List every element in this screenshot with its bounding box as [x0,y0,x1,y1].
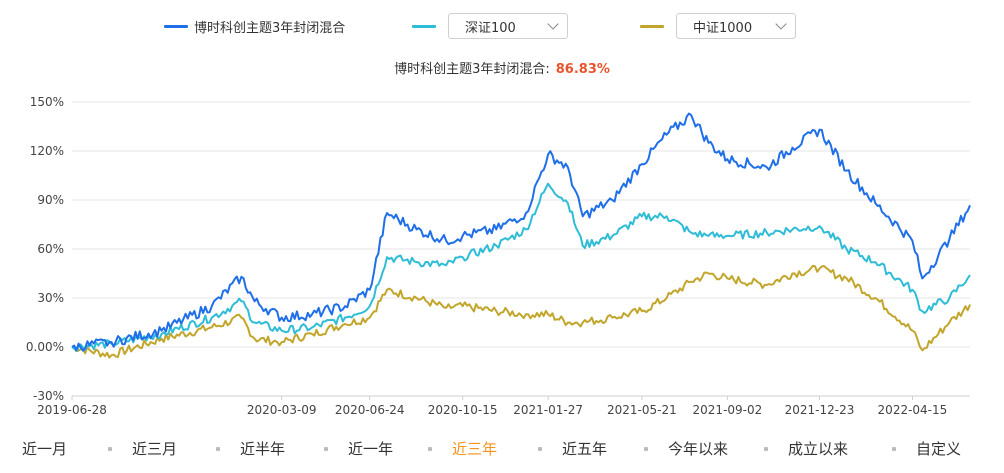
x-tick-label: 2021-12-23 [785,403,855,417]
benchmark-select-1[interactable]: 深证100 [448,13,568,39]
series-line-1 [71,112,971,352]
period-tab-6[interactable]: 近五年 [562,440,608,458]
period-tab-2[interactable]: 近三月 [132,440,178,458]
summary-fund-name: 博时科创主题3年封闭混合: [394,62,550,77]
legend-item-sz100[interactable]: 深证100 [412,12,568,40]
y-tick-label: 120% [30,144,64,158]
legend-item-zz1000[interactable]: 中证1000 [640,12,796,40]
y-tick-label: 150% [30,95,64,109]
x-tick-label: 2020-06-24 [335,403,405,417]
chevron-down-icon [547,18,559,30]
series-line-3 [71,264,971,359]
x-tick-label: 2019-06-28 [37,403,107,417]
tab-separator [108,447,112,451]
period-tabs: 近一月 近三月 近半年 近一年 近三年 近五年 今年以来 成立以来 自定义 [0,438,1004,464]
chevron-down-icon [775,18,787,30]
period-tab-9[interactable]: 自定义 [916,440,962,458]
tab-separator [764,447,768,451]
benchmark-select-2-value: 中证1000 [693,20,753,36]
y-tick-label: 60% [37,242,64,256]
legend-label-fund: 博时科创主题3年封闭混合 [194,20,346,36]
period-tab-8[interactable]: 成立以来 [788,440,849,458]
return-summary: 博时科创主题3年封闭混合: 86.83% [0,58,1004,77]
y-tick-label: 30% [37,291,64,305]
x-tick-label: 2020-03-09 [247,403,317,417]
tab-separator [538,447,542,451]
tab-separator [428,447,432,451]
tab-separator [892,447,896,451]
period-tab-7[interactable]: 今年以来 [668,440,729,458]
series-line-2 [71,182,971,352]
x-tick-label: 2021-05-21 [607,403,677,417]
x-tick-label: 2022-04-15 [878,403,948,417]
legend-swatch-sz100 [412,24,436,28]
legend-swatch-zz1000 [640,24,664,28]
legend-item-fund[interactable]: 博时科创主题3年封闭混合 [164,12,345,40]
period-tab-4[interactable]: 近一年 [348,440,394,458]
tab-separator [216,447,220,451]
x-tick-label: 2021-01-27 [513,403,583,417]
y-tick-label: 90% [37,193,64,207]
y-tick-label: 0.00% [26,340,64,354]
period-tab-5[interactable]: 近三年 [452,440,498,458]
tab-separator [324,447,328,451]
legend-swatch-fund [164,24,188,28]
y-tick-label: -30% [33,389,64,403]
period-tab-3[interactable]: 近半年 [240,440,286,458]
period-tab-1[interactable]: 近一月 [22,440,68,458]
tab-separator [644,447,648,451]
benchmark-select-1-value: 深证100 [465,20,516,36]
performance-chart: -30% 0.00% 30% 60% 90% 120% 150% 2019-06-28 2020… [26,95,971,417]
x-tick-label: 2021-09-02 [693,403,763,417]
x-tick-label: 2020-10-15 [428,403,498,417]
benchmark-select-2[interactable]: 中证1000 [676,13,796,39]
legend: 博时科创主题3年封闭混合 深证100 中证1000 [0,12,1004,40]
summary-return-value: 86.83% [555,62,610,77]
